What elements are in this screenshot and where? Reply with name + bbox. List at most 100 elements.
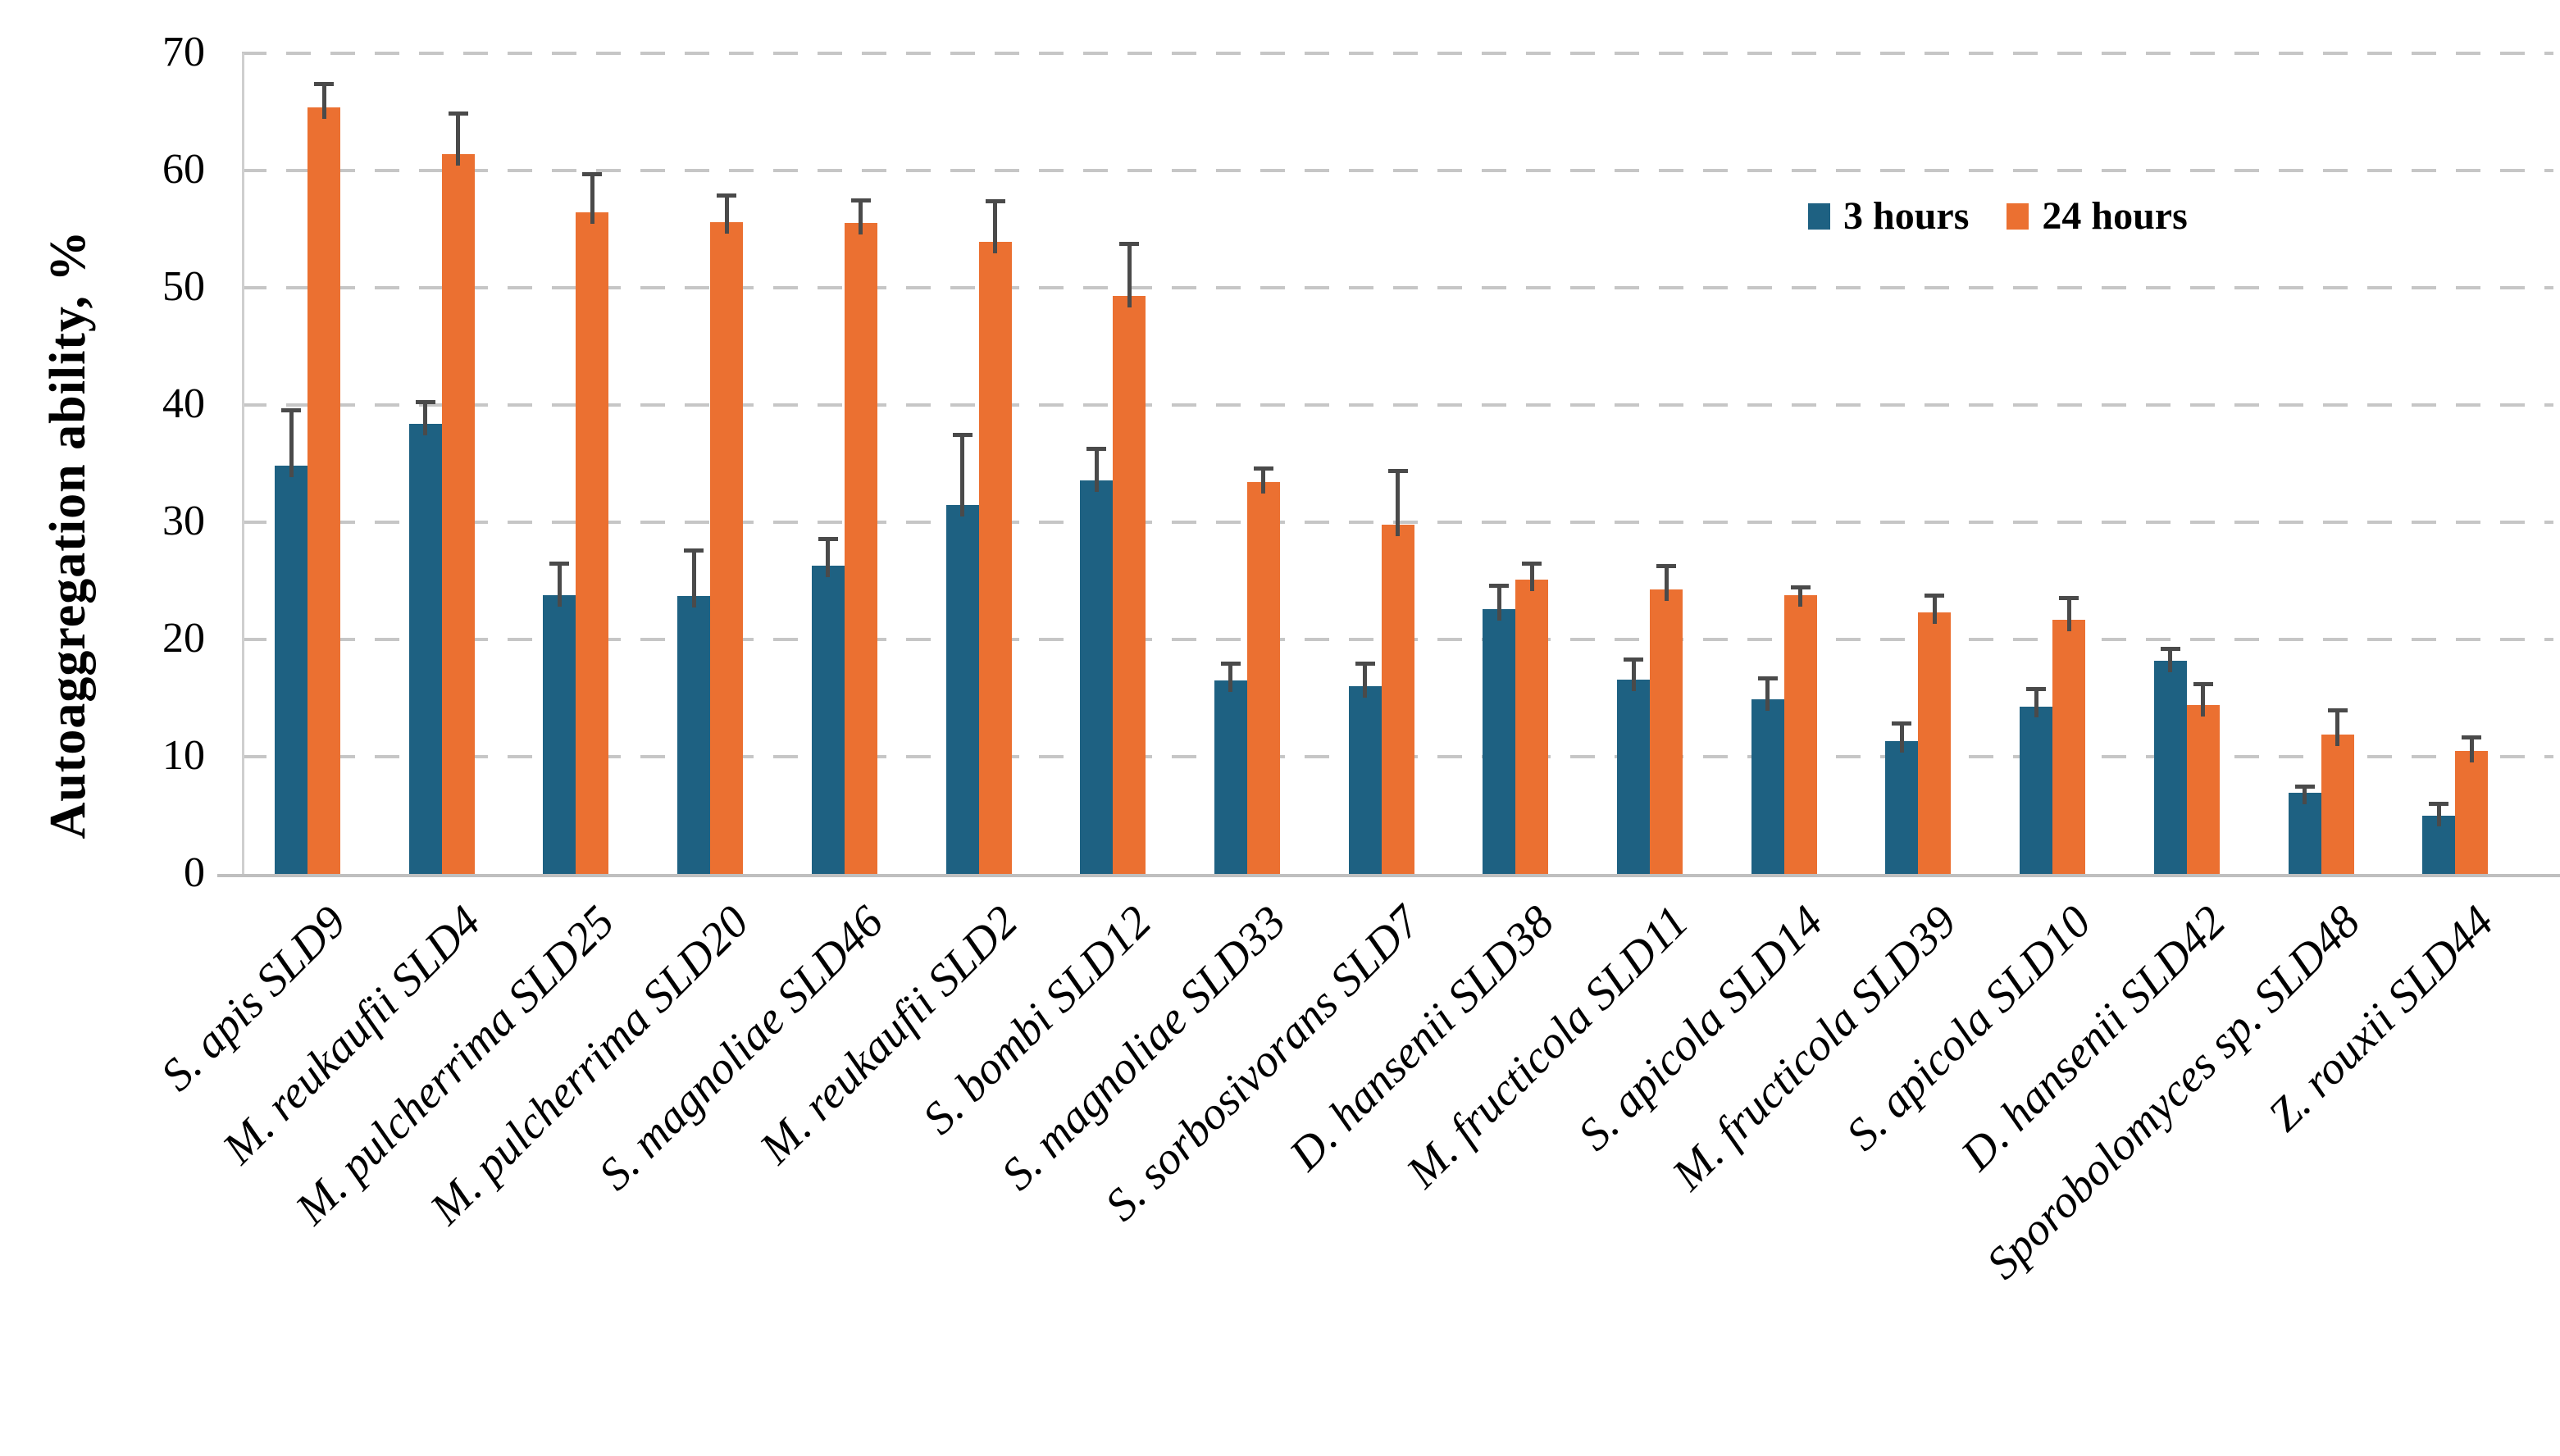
- error-bar-cap: [952, 432, 973, 437]
- error-bar-line: [859, 199, 863, 235]
- bar-24h-2: [441, 153, 475, 874]
- error-bar-line: [1228, 662, 1233, 693]
- bar-24h-10: [1515, 580, 1549, 874]
- y-tick-label-30: 30: [162, 498, 205, 544]
- error-bar-cap: [2026, 687, 2047, 692]
- error-bar-cap: [1624, 657, 1643, 662]
- error-bar-line: [2201, 684, 2206, 717]
- bar-24h-14: [2052, 619, 2086, 874]
- error-bar-cap: [448, 111, 468, 116]
- bar-3h-4: [677, 596, 711, 874]
- error-bar-cap: [2059, 595, 2079, 600]
- legend-label-3-hours: 3 hours: [1843, 194, 1970, 238]
- error-bar-cap: [415, 399, 435, 404]
- y-tick-label-50: 50: [162, 263, 205, 310]
- bar-24h-13: [1918, 612, 1952, 874]
- legend-swatch-24-hours-icon: [2007, 203, 2029, 230]
- error-bar-line: [826, 539, 831, 577]
- bar-24h-8: [1246, 482, 1280, 874]
- bar-24h-1: [307, 107, 340, 874]
- error-bar-cap: [2193, 682, 2213, 687]
- error-bar-line: [2303, 785, 2307, 805]
- error-bar-line: [557, 563, 562, 607]
- y-tick-label-70: 70: [162, 29, 205, 75]
- bar-3h-8: [1214, 680, 1247, 874]
- error-bar-line: [1261, 468, 1266, 494]
- error-bar-line: [2469, 736, 2474, 762]
- error-bar-cap: [281, 407, 301, 412]
- error-bar-cap: [1925, 593, 1945, 598]
- bar-3h-14: [2020, 706, 2053, 874]
- gridline-60: [242, 169, 2553, 172]
- error-bar-cap: [1220, 661, 1241, 666]
- bar-3h-5: [811, 565, 845, 874]
- bar-24h-4: [710, 221, 744, 874]
- gridline-50: [242, 286, 2553, 289]
- bar-3h-11: [1617, 679, 1650, 874]
- error-bar-cap: [850, 198, 871, 202]
- error-bar-cap: [1387, 469, 1408, 474]
- bar-24h-5: [844, 223, 877, 874]
- error-bar-cap: [1757, 676, 1778, 681]
- error-bar-cap: [582, 172, 603, 177]
- error-bar-line: [2066, 597, 2071, 631]
- legend: 3 hours 24 hours: [1808, 197, 2188, 236]
- error-bar-line: [423, 401, 428, 435]
- error-bar-cap: [1522, 562, 1542, 566]
- bar-3h-15: [2153, 660, 2187, 874]
- error-bar-cap: [985, 199, 1005, 204]
- error-bar-line: [2168, 648, 2173, 672]
- y-tick-label-40: 40: [162, 380, 205, 427]
- error-bar-cap: [2429, 802, 2449, 807]
- error-bar-cap: [1086, 446, 1107, 451]
- error-bar-line: [1529, 563, 1534, 592]
- error-bar-cap: [1790, 585, 1811, 589]
- error-bar-line: [321, 84, 326, 119]
- bar-24h-16: [2321, 734, 2354, 874]
- legend-swatch-3-hours-icon: [1808, 203, 1830, 230]
- error-bar-line: [691, 550, 696, 608]
- error-bar-cap: [1489, 584, 1510, 589]
- y-tick-label-60: 60: [162, 146, 205, 193]
- bar-24h-3: [576, 212, 609, 874]
- error-bar-cap: [684, 548, 704, 553]
- bar-3h-12: [1751, 698, 1784, 874]
- bar-24h-17: [2455, 750, 2489, 874]
- error-bar-line: [724, 195, 729, 234]
- error-bar-line: [2335, 709, 2339, 746]
- x-axis-line: [217, 874, 2560, 877]
- error-bar-line: [1631, 659, 1636, 691]
- error-bar-line: [2034, 689, 2038, 718]
- bar-24h-15: [2186, 705, 2220, 874]
- bar-3h-3: [543, 594, 576, 874]
- bar-24h-6: [978, 242, 1012, 874]
- bar-24h-9: [1381, 524, 1414, 874]
- error-bar-line: [1932, 594, 1937, 625]
- error-bar-line: [1396, 471, 1401, 536]
- error-bar-cap: [314, 82, 334, 87]
- error-bar-cap: [2160, 647, 2180, 652]
- error-bar-line: [1899, 722, 1904, 753]
- y-tick-label-0: 0: [184, 849, 205, 896]
- bar-3h-2: [408, 423, 442, 874]
- bar-3h-1: [275, 466, 307, 874]
- y-axis-line: [242, 53, 244, 874]
- bar-24h-11: [1650, 589, 1683, 874]
- error-bar-cap: [2462, 735, 2482, 739]
- error-bar-line: [1496, 585, 1501, 621]
- error-bar-line: [456, 112, 461, 166]
- bar-3h-9: [1348, 686, 1382, 874]
- error-bar-line: [1363, 662, 1368, 698]
- error-bar-cap: [1892, 721, 1912, 726]
- y-tick-label-20: 20: [162, 615, 205, 662]
- error-bar-cap: [2327, 708, 2348, 712]
- error-bar-line: [1798, 586, 1803, 607]
- error-bar-cap: [818, 537, 838, 542]
- error-bar-cap: [1119, 241, 1140, 246]
- error-bar-cap: [1355, 661, 1375, 666]
- bar-3h-6: [945, 504, 979, 874]
- error-bar-line: [590, 174, 594, 225]
- gridline-70: [242, 52, 2553, 55]
